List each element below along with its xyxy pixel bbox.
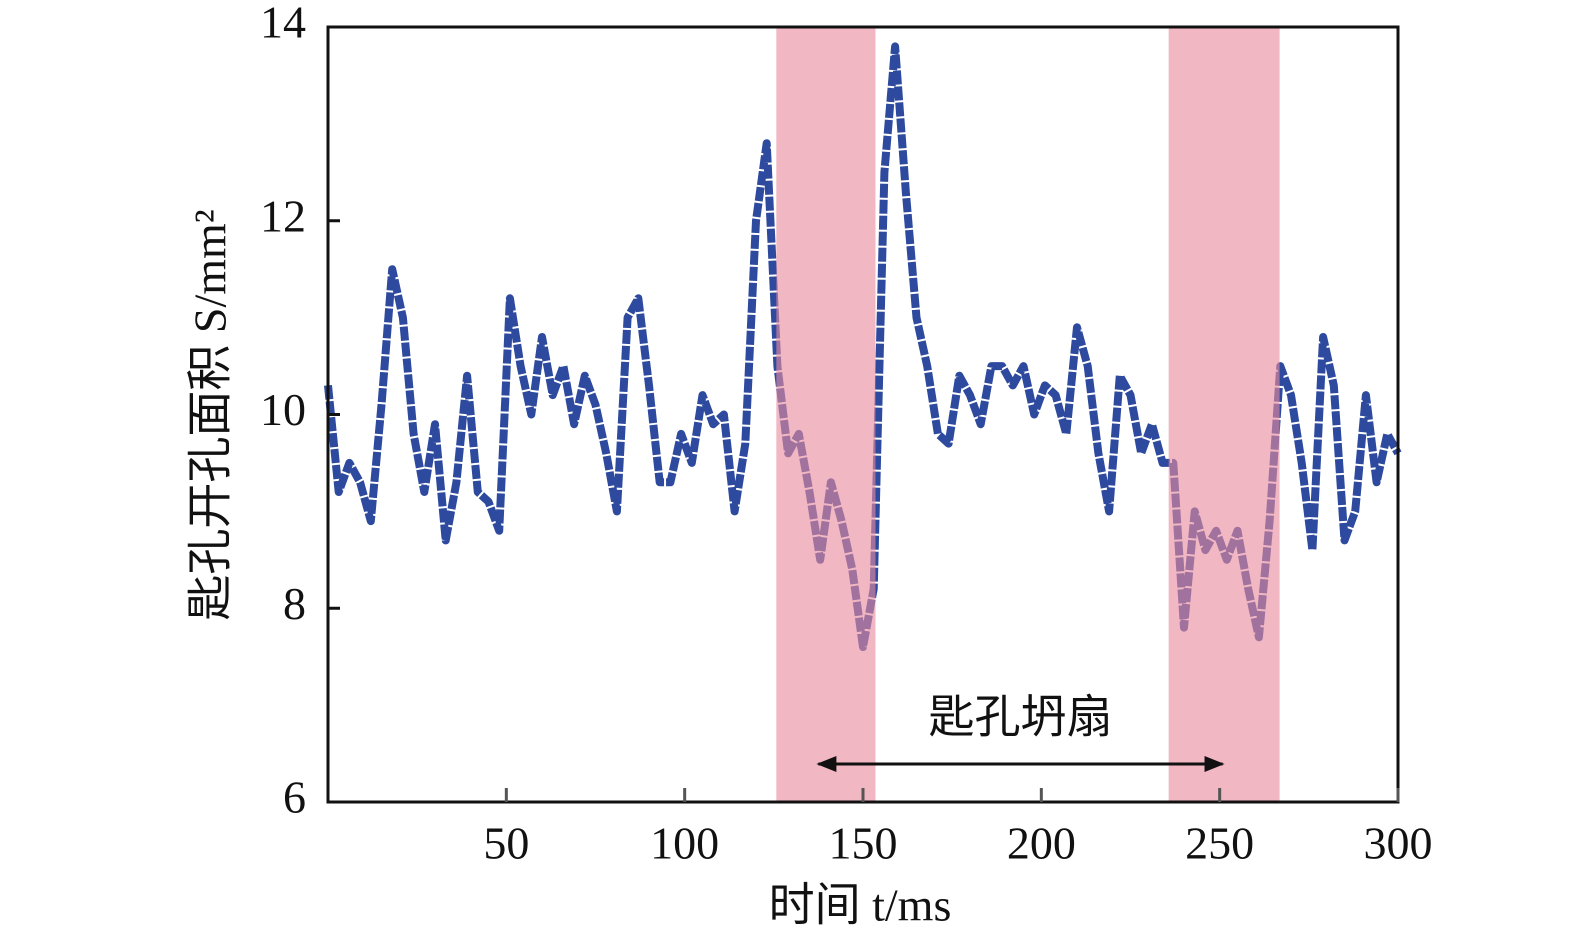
y-tick-label: 12 [260,190,306,241]
annotation-text: 匙孔坍扇 [928,692,1112,743]
y-tick-label: 8 [283,578,306,629]
shaded-region [776,27,876,802]
x-tick-label: 250 [1185,818,1254,869]
x-tick-label: 50 [483,818,529,869]
x-tick-label: 300 [1364,818,1433,869]
x-tick-label: 100 [650,818,719,869]
x-tick-label: 200 [1007,818,1076,869]
x-tick-label: 150 [829,818,898,869]
y-tick-label: 14 [260,0,306,48]
y-tick-label: 10 [260,384,306,435]
y-tick-label: 6 [283,772,306,823]
shaded-region [1168,27,1280,802]
x-axis-label: 时间 t/ms [769,880,952,931]
y-axis-label: 匙孔开孔面积 S/mm² [185,209,236,620]
